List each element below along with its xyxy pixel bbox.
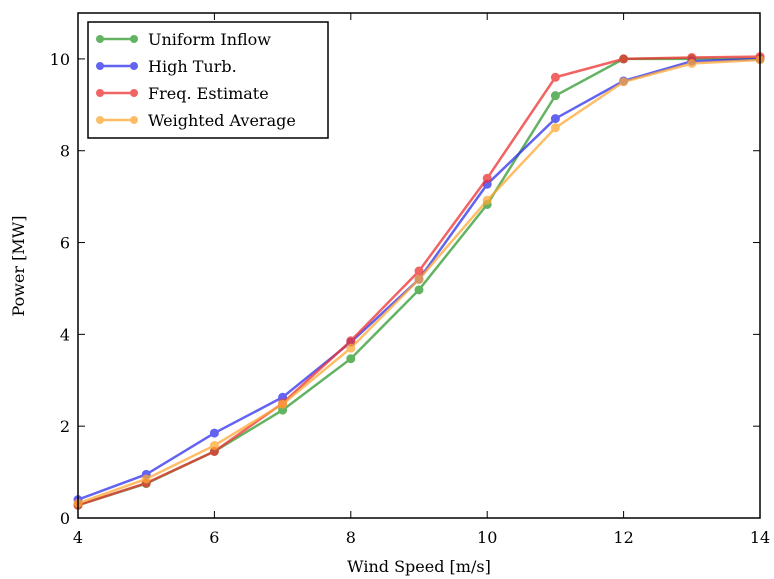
data-point	[482, 195, 492, 205]
legend-marker	[130, 35, 138, 43]
legend-label: Weighted Average	[148, 111, 296, 130]
legend-marker	[130, 89, 138, 97]
legend-marker	[130, 116, 138, 124]
data-point	[550, 123, 560, 133]
data-point	[346, 354, 356, 364]
data-point	[209, 428, 219, 438]
data-point	[414, 274, 424, 284]
data-point	[550, 91, 560, 101]
legend-marker	[130, 62, 138, 70]
x-tick-label: 6	[209, 528, 219, 547]
y-tick-label: 6	[60, 234, 70, 253]
legend-label: Freq. Estimate	[148, 84, 269, 103]
data-point	[619, 77, 629, 87]
data-point	[141, 474, 151, 484]
series	[73, 55, 765, 508]
legend-entry	[96, 62, 138, 70]
y-tick-label: 4	[60, 325, 70, 344]
legend-label: Uniform Inflow	[148, 30, 271, 49]
y-tick-label: 0	[60, 509, 70, 528]
data-point	[414, 266, 424, 276]
x-tick-label: 12	[613, 528, 633, 547]
legend-marker	[96, 116, 104, 124]
legend-label: High Turb.	[148, 57, 237, 76]
legend-marker	[96, 62, 104, 70]
y-tick-label: 2	[60, 417, 70, 436]
x-tick-label: 8	[346, 528, 356, 547]
legend-marker	[96, 89, 104, 97]
data-point	[550, 114, 560, 124]
x-tick-label: 4	[73, 528, 83, 547]
y-tick-label: 10	[50, 50, 70, 69]
data-point	[278, 399, 288, 409]
data-point	[687, 59, 697, 68]
data-point	[550, 72, 560, 82]
x-tick-label: 10	[477, 528, 497, 547]
data-point	[346, 343, 356, 353]
y-tick-label: 8	[60, 142, 70, 161]
x-axis-label: Wind Speed [m/s]	[347, 557, 491, 576]
data-point	[619, 54, 629, 64]
legend-entry	[96, 116, 138, 124]
y-axis-label: Power [MW]	[9, 216, 28, 317]
legend-entry	[96, 89, 138, 97]
legend-box	[87, 21, 329, 139]
data-point	[209, 440, 219, 450]
data-point	[414, 285, 424, 295]
data-point	[482, 173, 492, 183]
legend-entry	[96, 35, 138, 43]
plot-frame	[77, 12, 761, 519]
x-tick-label: 14	[750, 528, 770, 547]
legend-marker	[96, 35, 104, 43]
